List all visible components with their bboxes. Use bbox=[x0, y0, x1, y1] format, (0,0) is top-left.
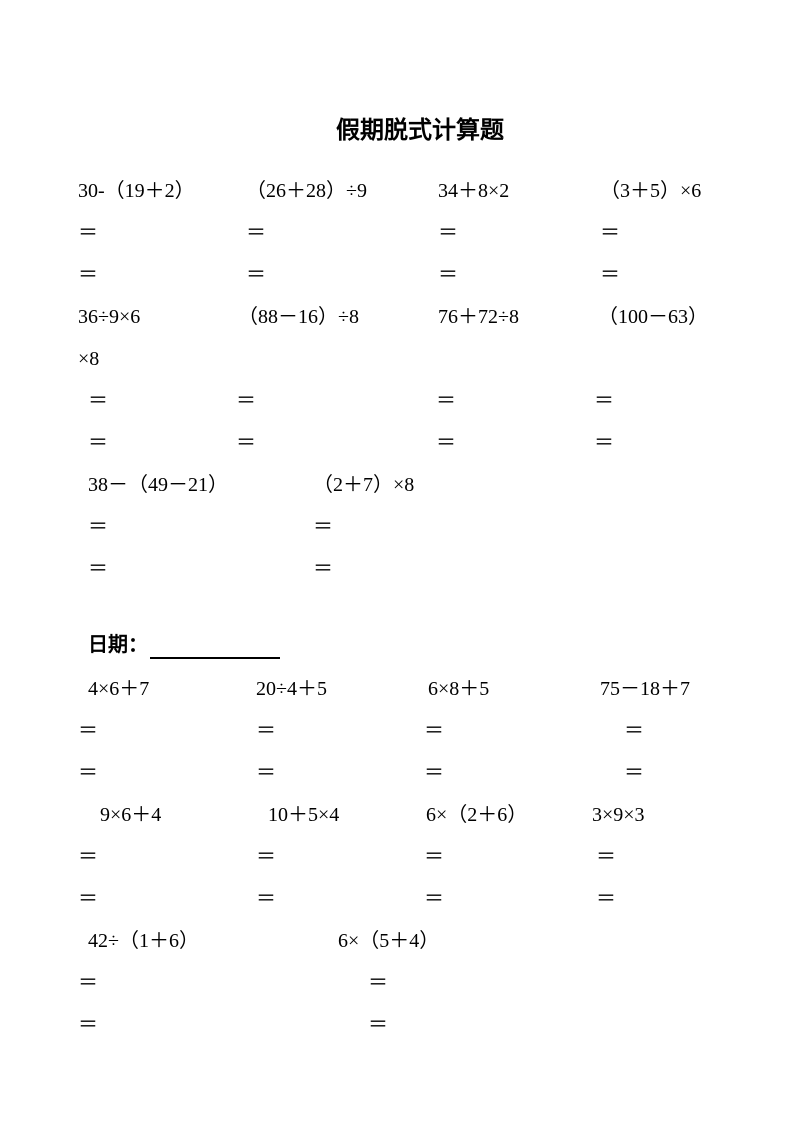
date-field: 日期： bbox=[78, 631, 722, 659]
equals: ＝ bbox=[236, 387, 436, 415]
equals: ＝ bbox=[246, 219, 438, 247]
problem: 20÷4＋5 bbox=[256, 675, 428, 703]
problem: 3×9×3 bbox=[592, 801, 645, 829]
problem-row: 36÷9×6 （88－16）÷8 76＋72÷8 （100－63） bbox=[78, 303, 722, 331]
equals-row: ＝ ＝ ＝ ＝ bbox=[78, 885, 722, 913]
equals: ＝ bbox=[624, 759, 644, 787]
problem: （2＋7）×8 bbox=[313, 471, 414, 499]
equals: ＝ bbox=[438, 219, 600, 247]
equals-row: ＝ ＝ ＝ ＝ bbox=[78, 219, 722, 247]
problem: 6×（5＋4） bbox=[338, 927, 439, 955]
equals: ＝ bbox=[78, 969, 368, 997]
equals: ＝ bbox=[438, 261, 600, 289]
problem: 4×6＋7 bbox=[88, 675, 256, 703]
equals: ＝ bbox=[424, 885, 596, 913]
problem-row: 42÷（1＋6） 6×（5＋4） bbox=[78, 927, 722, 955]
equals-row: ＝ ＝ bbox=[78, 513, 722, 541]
equals-row: ＝ ＝ ＝ ＝ bbox=[78, 261, 722, 289]
equals-row: ＝ ＝ ＝ ＝ bbox=[78, 843, 722, 871]
equals: ＝ bbox=[88, 387, 236, 415]
date-label: 日期： bbox=[88, 634, 148, 656]
equals: ＝ bbox=[78, 885, 256, 913]
problem-wrap: ×8 bbox=[78, 345, 722, 373]
problem: 34＋8×2 bbox=[438, 177, 600, 205]
equals: ＝ bbox=[424, 759, 624, 787]
equals: ＝ bbox=[256, 843, 424, 871]
equals: ＝ bbox=[596, 885, 616, 913]
equals: ＝ bbox=[256, 885, 424, 913]
equals: ＝ bbox=[88, 513, 313, 541]
equals: ＝ bbox=[256, 759, 424, 787]
date-underline[interactable] bbox=[150, 657, 280, 659]
equals: ＝ bbox=[436, 429, 594, 457]
problem-row: 30-（19＋2） （26＋28）÷9 34＋8×2 （3＋5）×6 bbox=[78, 177, 722, 205]
equals: ＝ bbox=[600, 219, 620, 247]
equals-row: ＝ ＝ bbox=[78, 555, 722, 583]
equals: ＝ bbox=[88, 555, 313, 583]
equals: ＝ bbox=[256, 717, 424, 745]
problem: 42÷（1＋6） bbox=[88, 927, 338, 955]
equals: ＝ bbox=[313, 513, 333, 541]
problem-row: 9×6＋4 10＋5×4 6×（2＋6） 3×9×3 bbox=[78, 801, 722, 829]
equals-row: ＝ ＝ bbox=[78, 1011, 722, 1039]
equals-row: ＝ ＝ ＝ ＝ bbox=[78, 387, 722, 415]
equals: ＝ bbox=[78, 1011, 368, 1039]
equals: ＝ bbox=[313, 555, 333, 583]
problem: 10＋5×4 bbox=[268, 801, 426, 829]
equals: ＝ bbox=[368, 1011, 388, 1039]
equals: ＝ bbox=[236, 429, 436, 457]
problem: （26＋28）÷9 bbox=[246, 177, 438, 205]
equals: ＝ bbox=[424, 843, 596, 871]
equals: ＝ bbox=[594, 387, 614, 415]
problem: 75－18＋7 bbox=[600, 675, 690, 703]
equals: ＝ bbox=[368, 969, 388, 997]
problem-row: 4×6＋7 20÷4＋5 6×8＋5 75－18＋7 bbox=[78, 675, 722, 703]
problem: （3＋5）×6 bbox=[600, 177, 701, 205]
equals: ＝ bbox=[78, 759, 256, 787]
page-title: 假期脱式计算题 bbox=[78, 115, 722, 149]
equals: ＝ bbox=[424, 717, 624, 745]
problem: 30-（19＋2） bbox=[78, 177, 246, 205]
problem: （100－63） bbox=[598, 303, 708, 331]
equals: ＝ bbox=[78, 219, 246, 247]
equals: ＝ bbox=[594, 429, 614, 457]
problem: （88－16）÷8 bbox=[238, 303, 438, 331]
equals: ＝ bbox=[600, 261, 620, 289]
equals-row: ＝ ＝ bbox=[78, 969, 722, 997]
equals-row: ＝ ＝ ＝ ＝ bbox=[78, 717, 722, 745]
equals: ＝ bbox=[78, 843, 256, 871]
problem: 76＋72÷8 bbox=[438, 303, 598, 331]
problem: 9×6＋4 bbox=[100, 801, 268, 829]
equals-row: ＝ ＝ ＝ ＝ bbox=[78, 429, 722, 457]
equals: ＝ bbox=[436, 387, 594, 415]
equals: ＝ bbox=[78, 261, 246, 289]
problem: 36÷9×6 bbox=[78, 303, 238, 331]
problem: ×8 bbox=[78, 345, 99, 373]
equals: ＝ bbox=[88, 429, 236, 457]
problem-row: 38－（49－21） （2＋7）×8 bbox=[78, 471, 722, 499]
equals-row: ＝ ＝ ＝ ＝ bbox=[78, 759, 722, 787]
equals: ＝ bbox=[624, 717, 644, 745]
equals: ＝ bbox=[78, 717, 256, 745]
problem: 6×8＋5 bbox=[428, 675, 600, 703]
problem: 38－（49－21） bbox=[88, 471, 313, 499]
equals: ＝ bbox=[246, 261, 438, 289]
equals: ＝ bbox=[596, 843, 616, 871]
problem: 6×（2＋6） bbox=[426, 801, 592, 829]
